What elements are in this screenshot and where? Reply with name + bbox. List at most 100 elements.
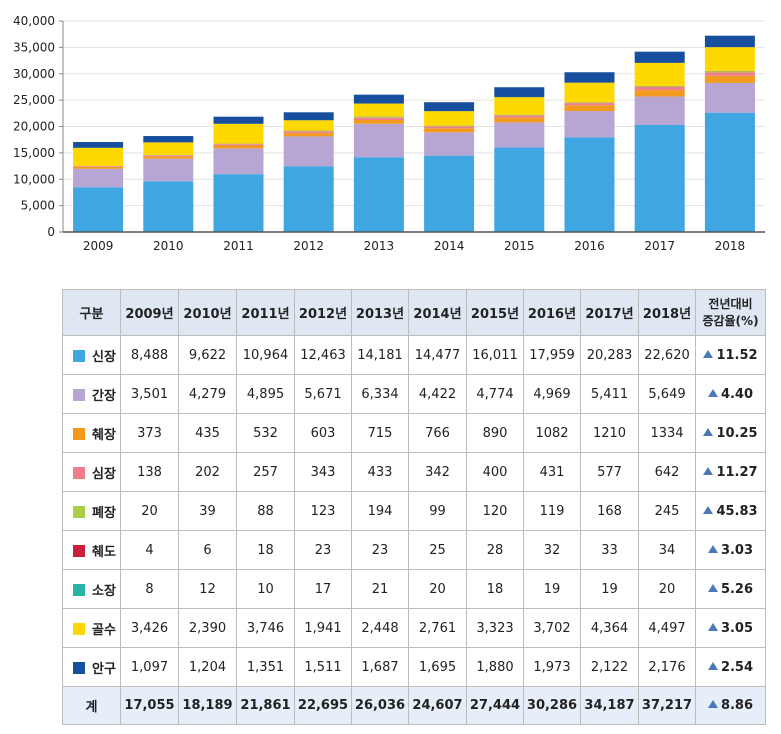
bar-segment-간장	[704, 82, 755, 113]
stacked-bar-chart: 0 5,000 10,000 15,000 20,000 25,000 30,000 35,0…	[13, 14, 765, 253]
table-row: 췌장 373 435 532 603 715 766 890 1082 1210 1334 10.25	[62, 413, 766, 453]
bar-segment-심장	[494, 115, 545, 118]
bar-segment-골수	[73, 147, 124, 166]
x-tick-label: 2010	[153, 239, 184, 253]
table-cell: 4	[120, 530, 179, 570]
table-row: 소장 8 12 10 17 21 20 18 19 19 20 5.26	[62, 569, 766, 609]
header-change-line1: 전년대비	[708, 296, 753, 311]
x-tick-label: 2009	[83, 239, 114, 253]
table-row: 안구 1,097 1,204 1,351 1,511 1,687 1,695 1,880 1,9…	[62, 647, 766, 687]
table-cell: 6,334	[351, 374, 409, 414]
table-row: 간장 3,501 4,279 4,895 5,671 6,334 4,422 4,774 4,9…	[62, 374, 766, 414]
table-cell: 4,279	[178, 374, 237, 414]
table-body: 신장 8,488 9,622 10,964 12,463 14,181 14,477 16,0…	[62, 335, 766, 725]
bar-segment-신장	[424, 155, 475, 232]
table-cell: 23	[294, 530, 352, 570]
table-cell: 28	[466, 530, 524, 570]
table-cell: 19	[580, 569, 639, 609]
total-cell: 27,444	[466, 686, 524, 725]
row-category: 췌도	[62, 530, 121, 570]
table-cell: 890	[466, 413, 524, 453]
bar-segment-간장	[143, 158, 194, 182]
x-tick-label: 2015	[504, 239, 535, 253]
total-label: 계	[62, 686, 121, 725]
bar-segment-췌장	[213, 145, 264, 149]
x-axis: 2009 2010 2011 2012 2013 2014 2015 2016 2017 2018	[63, 231, 765, 253]
row-label: 간장	[92, 388, 116, 404]
bar-segment-췌장	[494, 117, 545, 123]
bar-segment-췌장	[73, 166, 124, 169]
table-cell: 342	[408, 452, 467, 492]
change-cell: 5.26	[695, 569, 766, 609]
bar-segment-심장	[704, 72, 755, 76]
header-year: 2010년	[178, 289, 237, 336]
x-tick-label: 2014	[434, 239, 465, 253]
table-cell: 21	[351, 569, 409, 609]
bar-segment-안구	[564, 72, 615, 83]
bar-segment-폐장	[564, 102, 615, 104]
legend-swatch	[73, 505, 85, 518]
table-cell: 12	[178, 569, 237, 609]
row-label: 심장	[92, 466, 116, 482]
table-row: 췌도 4 6 18 23 23 25 28 32 33 34 3.03	[62, 530, 766, 570]
total-cell: 37,217	[638, 686, 696, 725]
table-cell: 257	[236, 452, 295, 492]
table-cell: 12,463	[294, 335, 352, 375]
table-cell: 3,323	[466, 608, 524, 648]
header-year: 2013년	[351, 289, 409, 336]
table-cell: 20	[120, 491, 179, 531]
change-cell: 11.52	[695, 335, 766, 375]
table-cell: 14,477	[408, 335, 467, 375]
table-cell: 34	[638, 530, 696, 570]
y-tick-label: 30,000	[13, 67, 55, 81]
total-cell: 21,861	[236, 686, 295, 725]
bar-segment-간장	[353, 123, 404, 158]
table-cell: 2,122	[580, 647, 639, 687]
table-cell: 17,959	[523, 335, 581, 375]
bar-segment-골수	[213, 123, 264, 144]
row-category: 소장	[62, 569, 121, 609]
bar-segment-폐장	[353, 116, 404, 118]
bar-segment-신장	[213, 174, 264, 232]
row-label: 골수	[92, 622, 116, 638]
table-row: 폐장 20 39 88 123 194 99 120 119 168 245 45.83	[62, 491, 766, 531]
legend-swatch	[73, 427, 85, 440]
table-cell: 39	[178, 491, 237, 531]
table-cell: 18	[466, 569, 524, 609]
change-value: 45.83	[716, 503, 758, 519]
table-cell: 1,097	[120, 647, 179, 687]
legend-swatch	[73, 583, 85, 596]
x-tick-label: 2013	[364, 239, 395, 253]
legend-swatch	[73, 622, 85, 635]
bar-segment-신장	[73, 187, 124, 232]
total-cell: 24,607	[408, 686, 467, 725]
total-cell: 30,286	[523, 686, 581, 725]
bar-segment-간장	[213, 148, 264, 175]
table-cell: 99	[408, 491, 467, 531]
table-cell: 400	[466, 452, 524, 492]
triangle-up-icon	[707, 661, 718, 670]
change-value: 3.05	[720, 620, 754, 636]
bar-segment-폐장	[704, 71, 755, 73]
table-cell: 431	[523, 452, 581, 492]
table-cell: 23	[351, 530, 409, 570]
table-cell: 245	[638, 491, 696, 531]
table-cell: 4,497	[638, 608, 696, 648]
table-cell: 433	[351, 452, 409, 492]
bar-segment-안구	[143, 136, 194, 143]
header-year: 2012년	[294, 289, 352, 336]
legend-swatch	[73, 466, 85, 479]
bar-segment-간장	[73, 168, 124, 188]
table-cell: 1210	[580, 413, 639, 453]
legend-swatch	[73, 661, 85, 674]
table-cell: 1,941	[294, 608, 352, 648]
total-cell: 18,189	[178, 686, 237, 725]
table-cell: 138	[120, 452, 179, 492]
table-cell: 715	[351, 413, 409, 453]
table-cell: 766	[408, 413, 467, 453]
table-cell: 25	[408, 530, 467, 570]
table-row: 심장 138 202 257 343 433 342 400 431 577 642 11.27	[62, 452, 766, 492]
y-tick-label: 25,000	[13, 93, 55, 107]
table-cell: 1082	[523, 413, 581, 453]
chart-bars	[73, 35, 755, 232]
